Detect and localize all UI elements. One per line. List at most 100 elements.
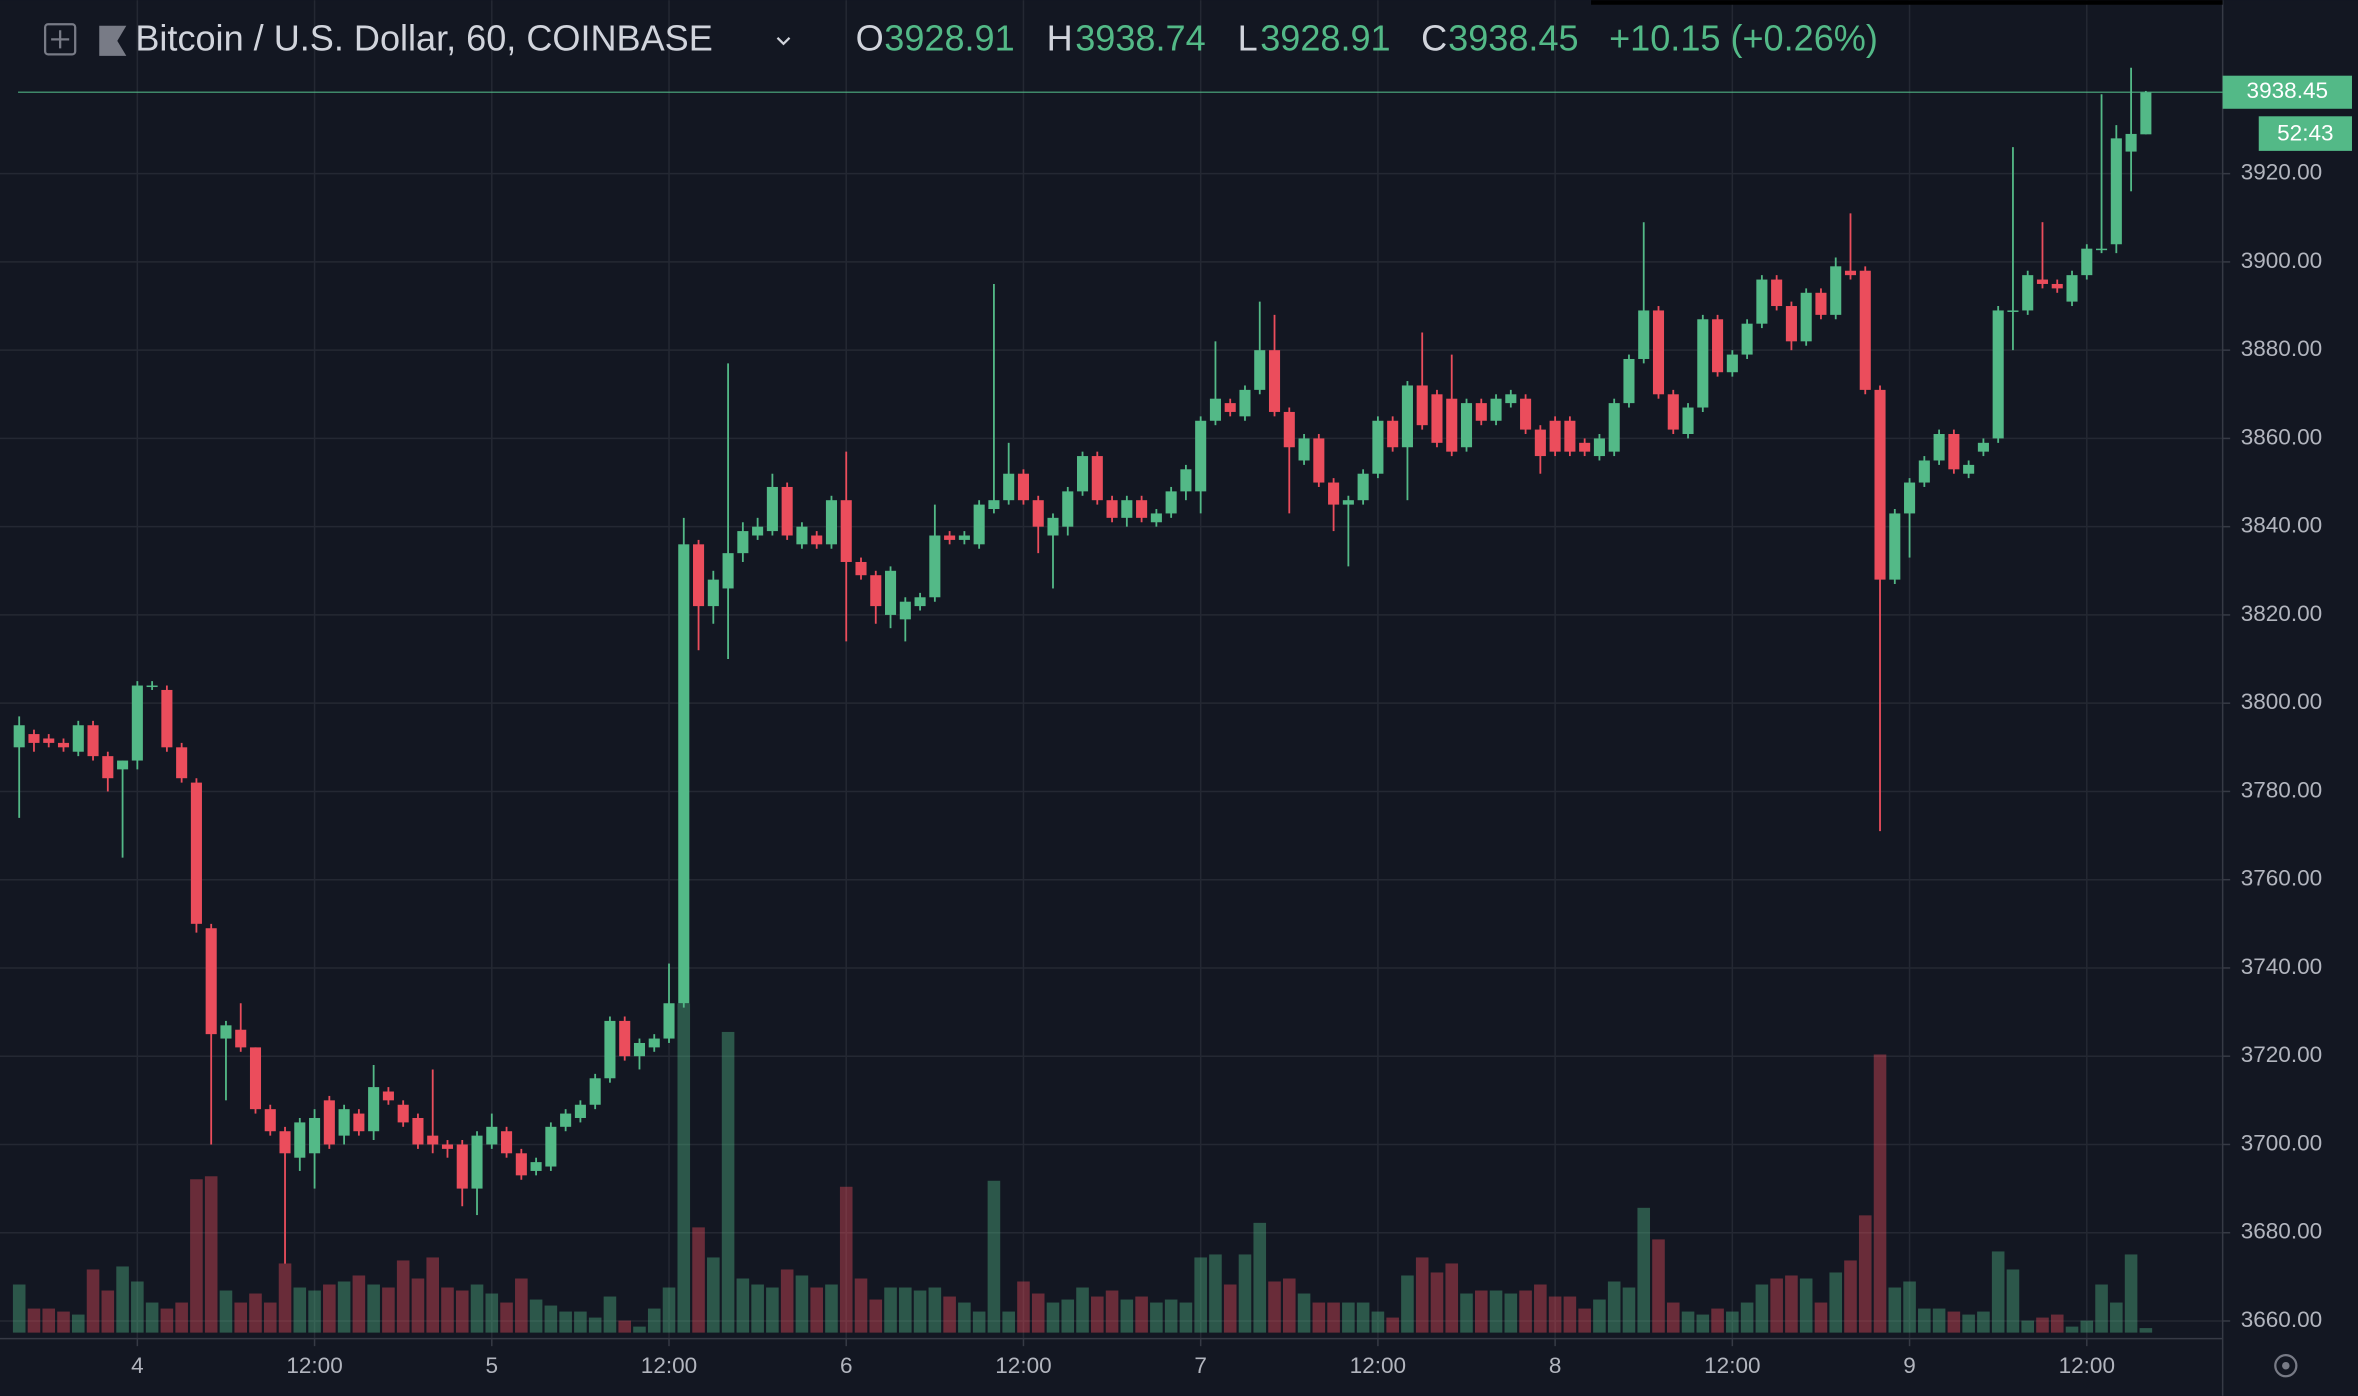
candle-body [1298, 438, 1310, 461]
volume-bar [1209, 1254, 1222, 1333]
volume-bar [500, 1302, 513, 1333]
candle-body [2036, 279, 2049, 284]
candle-body [1446, 398, 1458, 452]
low-value: 3928.91 [1260, 17, 1390, 58]
volume-bar [411, 1278, 425, 1333]
flag-icon[interactable] [99, 25, 127, 56]
volume-bar [529, 1299, 543, 1333]
candle-body [1697, 319, 1709, 408]
candle-body [1076, 456, 1089, 492]
candle-body [1268, 350, 1281, 412]
volume-bar [1238, 1254, 1252, 1333]
volume-bar [1179, 1302, 1193, 1333]
volume-bar [1312, 1302, 1326, 1333]
low-letter: L [1238, 17, 1258, 58]
volume-bar [352, 1275, 366, 1333]
volume-bar [1726, 1311, 1739, 1333]
add-icon-plus [51, 30, 70, 49]
x-tick-label: 12:00 [995, 1353, 1051, 1378]
candle-body [397, 1104, 409, 1123]
candle-body [1844, 270, 1857, 276]
volume-bar [1918, 1308, 1931, 1333]
volume-bar [1105, 1290, 1119, 1333]
candle-body [796, 526, 808, 545]
settings-icon[interactable] [2274, 1354, 2298, 1378]
candle-body [885, 570, 897, 615]
candle-body [1209, 398, 1221, 421]
x-tick-label: 5 [486, 1353, 499, 1378]
volume-bar [987, 1180, 1001, 1333]
volume-bar [1268, 1281, 1281, 1333]
volume-bar [766, 1287, 779, 1333]
volume-bar [1342, 1302, 1355, 1333]
high-value: 3938.74 [1075, 17, 1205, 58]
candle-body [1889, 513, 1901, 580]
volume-bar [2080, 1320, 2094, 1333]
candle-body [1593, 438, 1605, 457]
x-tick-label: 7 [1194, 1353, 1207, 1378]
volume-bar [323, 1284, 336, 1333]
x-tick-label: 6 [840, 1353, 853, 1378]
volume-bar [1696, 1314, 1710, 1333]
candle-body [382, 1091, 394, 1101]
volume-bar [1652, 1239, 1665, 1333]
y-tick-label: 3700.00 [2241, 1130, 2323, 1155]
candle-body [2081, 248, 2093, 276]
volume-bar [426, 1257, 440, 1333]
volume-bar [839, 1186, 853, 1333]
volume-bar [618, 1320, 631, 1333]
candle-body [1003, 473, 1015, 501]
volume-bar [367, 1284, 380, 1333]
volume-bar [810, 1287, 823, 1333]
candle-body [1416, 385, 1428, 426]
dropdown-caret[interactable] [776, 37, 791, 46]
candle-body [648, 1038, 660, 1048]
volume-bar [1386, 1317, 1399, 1333]
volume-bar [1327, 1302, 1340, 1333]
volume-bar [2050, 1314, 2064, 1333]
candle-body [87, 725, 99, 757]
candle-body [412, 1117, 424, 1145]
volume-bar [1120, 1299, 1134, 1333]
countdown-tag [2258, 116, 2352, 151]
volume-bar [2036, 1317, 2049, 1333]
candle-body [530, 1162, 542, 1171]
y-tick-label: 3680.00 [2241, 1219, 2323, 1244]
symbol-title[interactable]: Bitcoin / U.S. Dollar, 60, COINBASE [135, 17, 712, 58]
candle-body [13, 725, 25, 748]
y-tick-label: 3800.00 [2241, 689, 2323, 714]
candle-body [870, 575, 882, 607]
candle-body [1933, 434, 1945, 461]
price-tags: 3938.45 52:43 [18, 75, 2352, 151]
volume-bar [1046, 1302, 1060, 1333]
candle-body [678, 544, 690, 1004]
candle-body [1180, 469, 1192, 492]
volume-bar [1194, 1257, 1207, 1333]
volume-bar [1622, 1287, 1636, 1333]
toolbar-edge [1591, 0, 2223, 5]
candle-body [2066, 275, 2078, 302]
candle-body [1608, 403, 1620, 452]
candle-body [190, 782, 202, 924]
candle-body [560, 1113, 572, 1127]
y-tick-label: 3820.00 [2241, 601, 2323, 626]
candle-body [2096, 248, 2108, 251]
volume-bar [1504, 1293, 1518, 1333]
volume-bar [1770, 1278, 1783, 1333]
candle-body [2110, 138, 2122, 245]
candle-body [427, 1135, 439, 1145]
volume-bar [958, 1302, 971, 1333]
candle-body [1712, 319, 1724, 373]
settings-gear[interactable] [2274, 1354, 2298, 1378]
volume-bar [1666, 1302, 1680, 1333]
high-letter: H [1047, 17, 1073, 58]
volume-bar [1755, 1284, 1769, 1333]
candle-body [1771, 279, 1783, 307]
volume-bar [1785, 1275, 1798, 1333]
x-tick-label: 12:00 [286, 1353, 342, 1378]
volume-bar [1888, 1287, 1902, 1333]
volume-bar [662, 1287, 676, 1333]
add-icon[interactable] [43, 23, 77, 56]
